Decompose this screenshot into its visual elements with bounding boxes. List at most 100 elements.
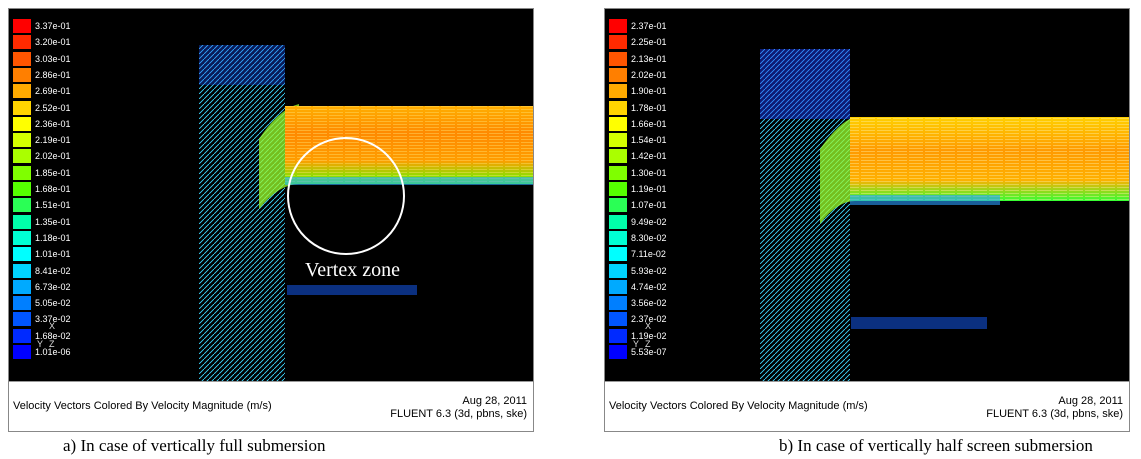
legend-label: 1.54e-01 xyxy=(631,135,667,146)
legend-swatch xyxy=(13,149,31,164)
legend-swatch xyxy=(13,230,31,245)
legend-label: 2.37e-01 xyxy=(631,21,667,31)
legend-label: 1.19e-01 xyxy=(631,184,667,194)
plot-software-a: FLUENT 6.3 (3d, pbns, ske) xyxy=(390,408,527,420)
legend-swatch xyxy=(609,19,627,33)
legend-label: 3.03e-01 xyxy=(35,53,71,64)
legend-swatch xyxy=(609,100,627,115)
legend-swatch xyxy=(609,133,627,148)
legend-swatch xyxy=(609,214,627,229)
figure-panel-a: Vertex zone 3.37e-01 3.20e-01 3.03e-01 2.86… xyxy=(8,8,534,432)
legend-swatch xyxy=(13,133,31,148)
legend-swatch xyxy=(609,328,627,343)
legend-label: 3.20e-01 xyxy=(35,37,71,48)
legend-label: 1.18e-01 xyxy=(35,232,71,243)
velocity-vector-plot-a xyxy=(199,45,533,381)
legend-swatch xyxy=(609,149,627,164)
legend-label: 1.30e-01 xyxy=(631,167,667,178)
legend-label: 3.37e-02 xyxy=(35,314,71,325)
legend-swatch xyxy=(609,182,627,196)
legend-label: 2.36e-01 xyxy=(35,118,71,129)
legend-label: 2.13e-01 xyxy=(631,53,667,64)
legend-swatch xyxy=(13,312,31,327)
legend-label: 1.68e-01 xyxy=(35,184,71,194)
legend-swatch xyxy=(13,214,31,229)
legend-label: 1.78e-01 xyxy=(631,102,667,113)
legend-label: 1.66e-01 xyxy=(631,118,667,129)
legend-swatch xyxy=(13,165,31,180)
legend-label: 2.19e-01 xyxy=(35,135,71,146)
legend-swatch xyxy=(13,198,31,213)
legend-swatch xyxy=(609,312,627,327)
legend-swatch xyxy=(609,198,627,213)
legend-swatch xyxy=(13,182,31,196)
legend-swatch xyxy=(609,296,627,311)
legend-swatch xyxy=(609,263,627,278)
legend-label: 2.86e-01 xyxy=(35,69,71,80)
legend-label: 3.56e-02 xyxy=(631,298,667,309)
legend-label: 1.42e-01 xyxy=(631,151,667,162)
legend-swatch xyxy=(13,67,31,82)
legend-label: 2.02e-01 xyxy=(631,69,667,80)
legend-swatch xyxy=(609,67,627,82)
legend-label: 2.25e-01 xyxy=(631,37,667,48)
legend-swatch xyxy=(13,279,31,294)
vertical-flow-column-a xyxy=(199,45,285,381)
legend-swatch xyxy=(609,247,627,262)
legend-swatch xyxy=(13,247,31,262)
legend-swatch xyxy=(13,35,31,50)
legend-label: 5.05e-02 xyxy=(35,298,71,309)
legend-label: 5.93e-02 xyxy=(631,265,667,276)
legend-swatch xyxy=(609,51,627,66)
plot-date-a: Aug 28, 2011 xyxy=(462,395,527,407)
legend-swatch xyxy=(609,35,627,50)
legend-swatch xyxy=(13,116,31,131)
legend-label: 7.11e-02 xyxy=(631,249,666,260)
legend-label: 1.19e-02 xyxy=(631,330,667,341)
legend-label: 8.30e-02 xyxy=(631,232,667,243)
legend-label: 1.90e-01 xyxy=(631,86,667,97)
legend-swatch xyxy=(13,84,31,99)
legend-label: 8.41e-02 xyxy=(35,265,71,276)
legend-label: 1.01e-06 xyxy=(35,347,71,357)
plot-software-b: FLUENT 6.3 (3d, pbns, ske) xyxy=(986,408,1123,420)
plot-date-b: Aug 28, 2011 xyxy=(1058,395,1123,407)
legend-swatch xyxy=(609,84,627,99)
legend-label: 5.53e-07 xyxy=(631,347,667,357)
legend-swatch xyxy=(13,263,31,278)
vertical-flow-column-b xyxy=(760,49,850,381)
legend-swatch xyxy=(609,116,627,131)
plot-title-b: Velocity Vectors Colored By Velocity Mag… xyxy=(609,400,868,412)
legend-swatch xyxy=(13,328,31,343)
caption-a: a) In case of vertically full submersion xyxy=(63,436,326,455)
legend-label: 1.85e-01 xyxy=(35,167,71,178)
legend-label: 1.01e-01 xyxy=(35,249,71,260)
legend-swatch xyxy=(609,345,627,359)
legend-label: 2.52e-01 xyxy=(35,102,71,113)
legend-label: 2.69e-01 xyxy=(35,86,71,97)
legend-label: 6.73e-02 xyxy=(35,281,71,292)
legend-label: 1.68e-02 xyxy=(35,330,71,341)
caption-b: b) In case of vertically half screen sub… xyxy=(779,436,1093,455)
legend-label: 1.07e-01 xyxy=(631,200,667,211)
legend-swatch xyxy=(609,165,627,180)
legend-swatch xyxy=(609,230,627,245)
legend-label: 2.37e-02 xyxy=(631,314,667,325)
legend-label: 4.74e-02 xyxy=(631,281,667,292)
plot-footer-a: Velocity Vectors Colored By Velocity Mag… xyxy=(9,381,533,431)
plot-title-a: Velocity Vectors Colored By Velocity Mag… xyxy=(13,400,272,412)
legend-label: 1.51e-01 xyxy=(35,200,71,211)
vertex-zone-circle xyxy=(287,137,405,255)
legend-swatch xyxy=(609,279,627,294)
legend-swatch xyxy=(13,296,31,311)
plot-footer-b: Velocity Vectors Colored By Velocity Mag… xyxy=(605,381,1129,431)
velocity-vector-plot-b xyxy=(760,49,1129,381)
legend-swatch xyxy=(13,100,31,115)
legend-swatch xyxy=(13,19,31,33)
legend-label: 2.02e-01 xyxy=(35,151,71,162)
figure-panel-b: 2.37e-01 2.25e-01 2.13e-01 2.02e-01 1.90e-01… xyxy=(604,8,1130,432)
legend-label: 9.49e-02 xyxy=(631,216,667,227)
legend-label: 1.35e-01 xyxy=(35,216,71,227)
vertex-zone-label: Vertex zone xyxy=(305,259,400,281)
legend-swatch xyxy=(13,345,31,359)
